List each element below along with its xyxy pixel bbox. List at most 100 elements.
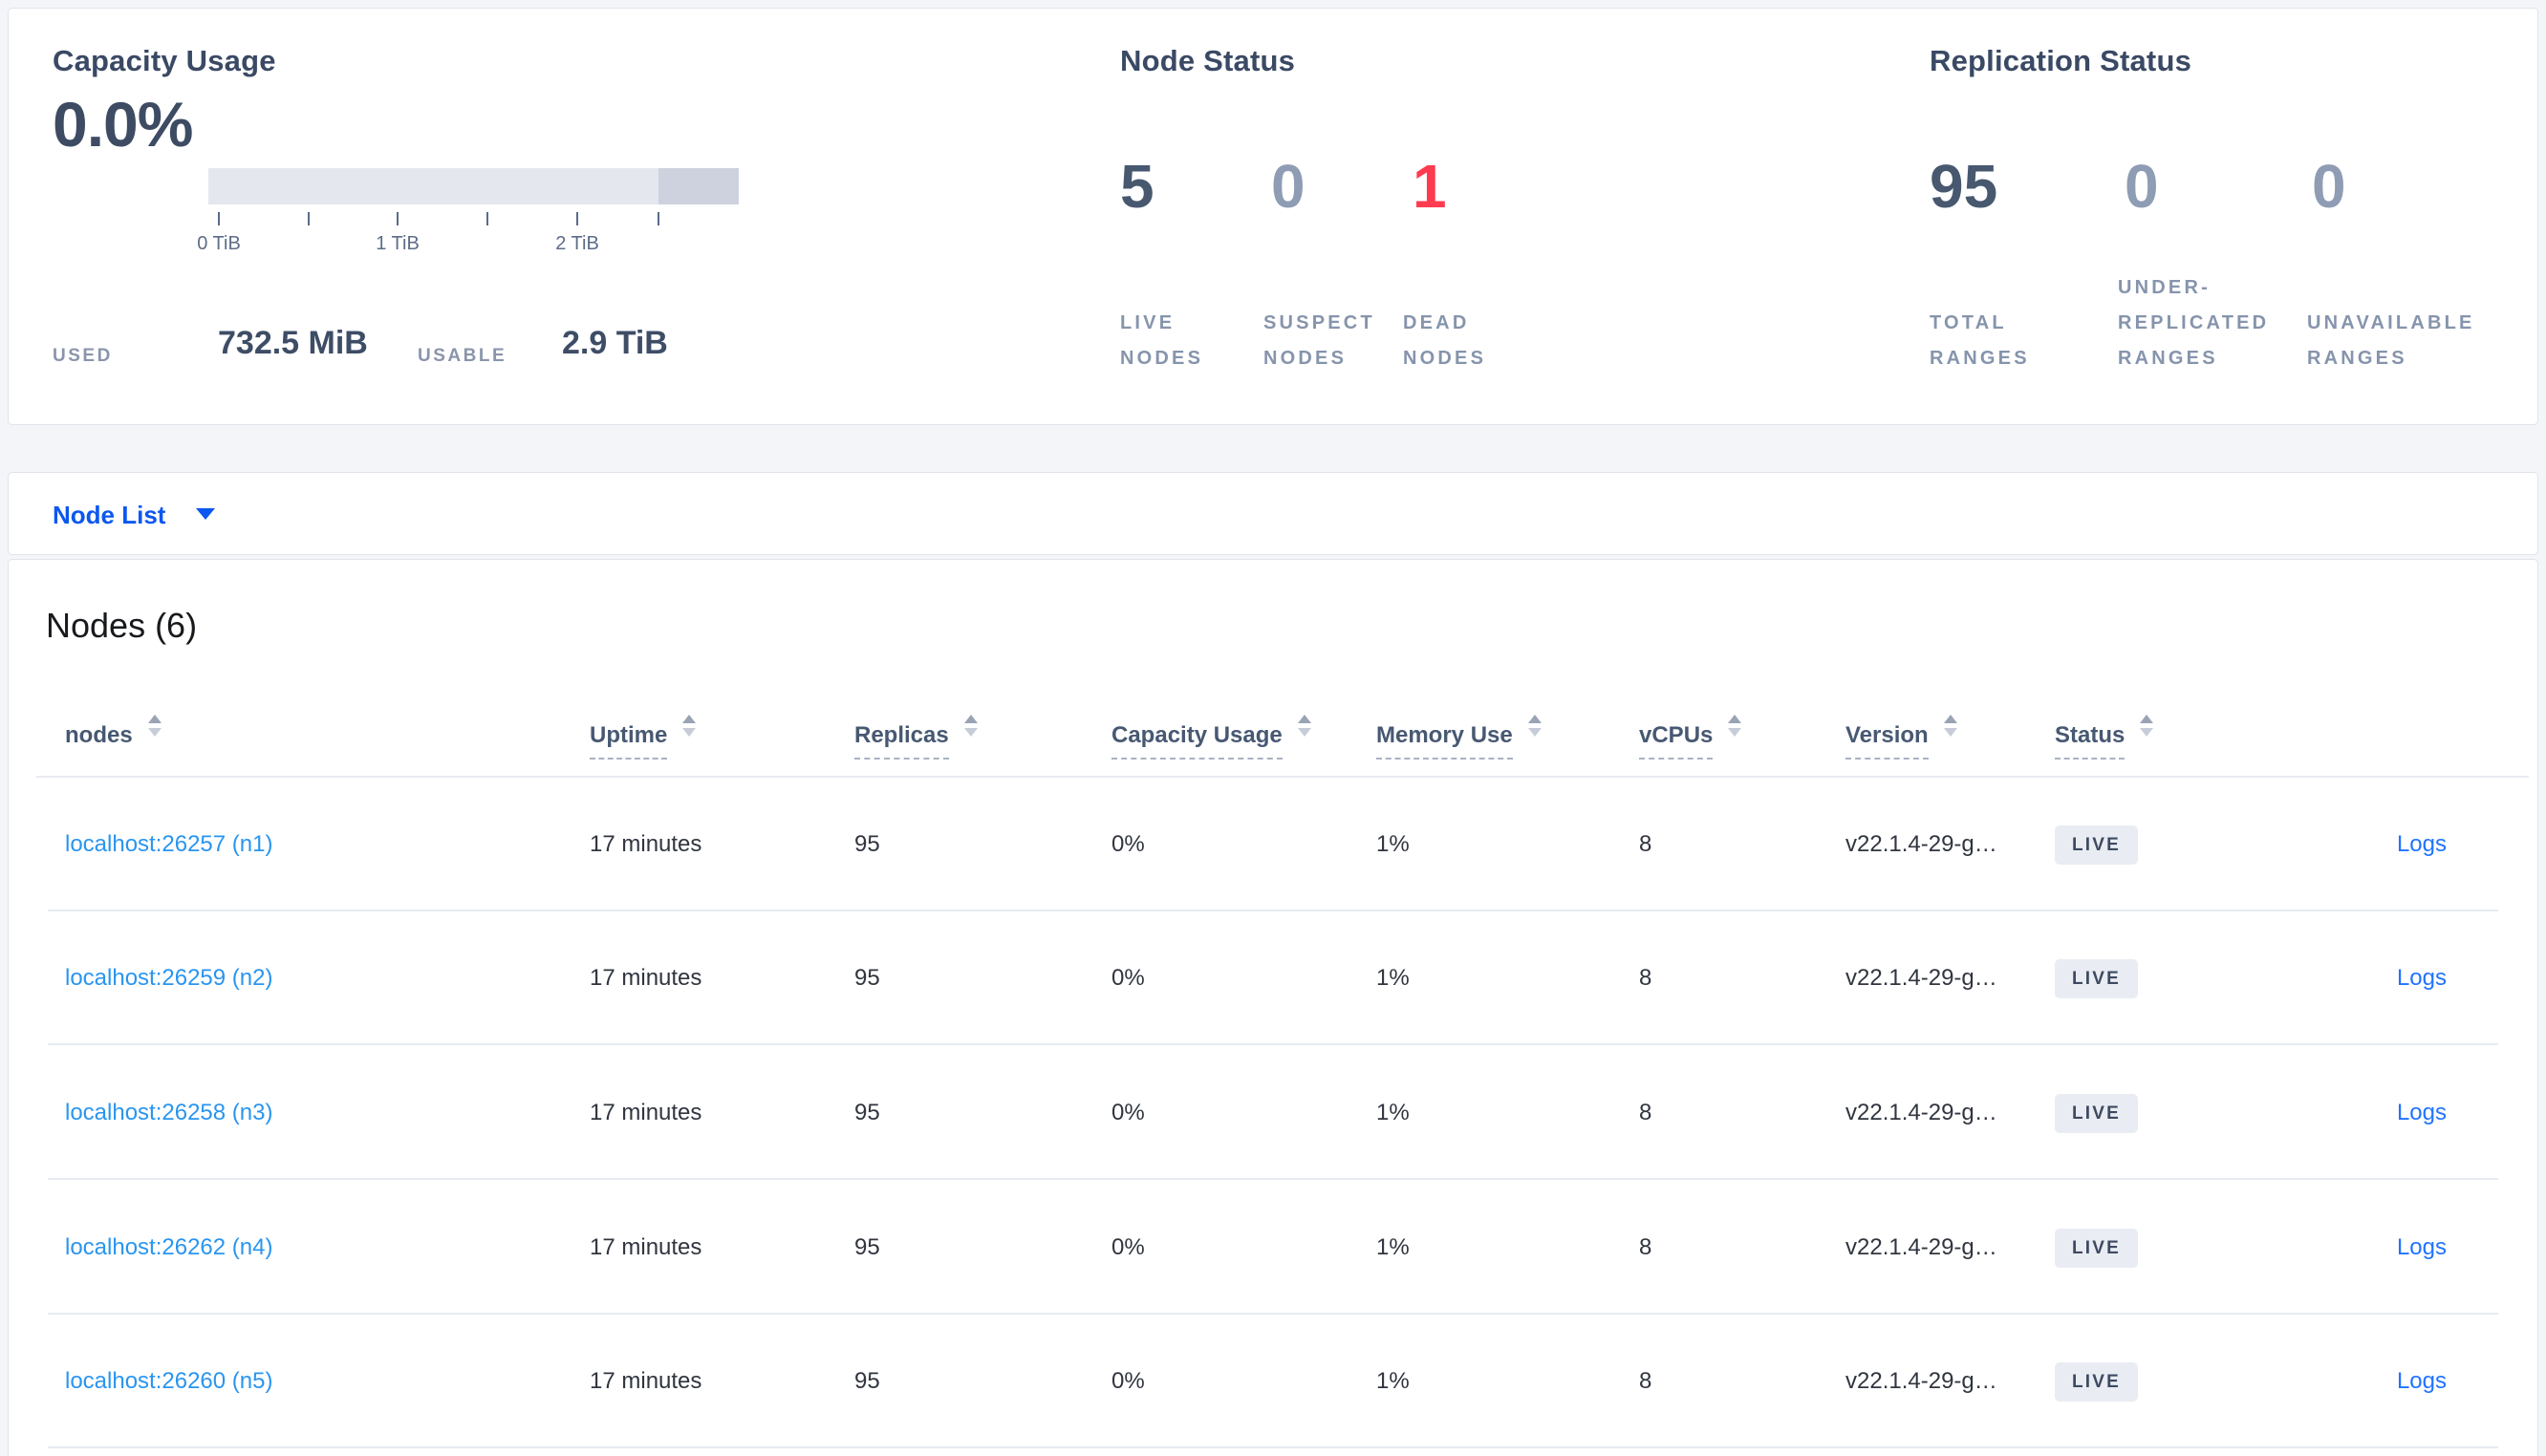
usable-label: USABLE — [418, 346, 507, 366]
replicas-cell: 95 — [854, 1368, 880, 1394]
suspect-nodes-count: 0 — [1271, 152, 1305, 221]
column-header-version[interactable]: Version — [1845, 715, 1957, 760]
capacity-usage-cell: 0% — [1111, 1234, 1145, 1260]
dead-nodes-count: 1 — [1413, 152, 1447, 221]
node-address-link[interactable]: localhost:26258 (n3) — [65, 1100, 273, 1125]
nodes-table-panel — [8, 559, 2538, 1456]
sort-icon[interactable] — [2140, 715, 2154, 737]
axis-tick — [218, 212, 220, 225]
memory-use-cell: 1% — [1376, 831, 1410, 857]
vcpus-cell: 8 — [1639, 1368, 1652, 1394]
logs-link[interactable]: Logs — [2396, 1234, 2447, 1260]
under-replicated-ranges-count: 0 — [2125, 152, 2159, 221]
sort-icon[interactable] — [1728, 715, 1742, 737]
memory-use-cell: 1% — [1376, 965, 1410, 991]
sort-icon[interactable] — [1297, 715, 1311, 737]
uptime-cell: 17 minutes — [590, 1368, 702, 1394]
node-address-link[interactable]: localhost:26259 (n2) — [65, 965, 273, 991]
logs-link[interactable]: Logs — [2396, 1100, 2447, 1125]
column-header-replicas[interactable]: Replicas — [854, 715, 978, 760]
node-list-dropdown-label: Node List — [53, 501, 166, 529]
capacity-usage-cell: 0% — [1111, 965, 1145, 991]
status-badge: LIVE — [2055, 911, 2139, 1045]
column-header-nodes[interactable]: nodes — [65, 715, 162, 749]
capacity-percent: 0.0% — [53, 89, 193, 160]
sort-icon[interactable] — [1527, 715, 1542, 737]
used-value: 732.5 MiB — [218, 325, 368, 361]
replication-status-title: Replication Status — [1930, 44, 2192, 77]
total-ranges-count: 95 — [1930, 152, 1998, 221]
node-list-dropdown[interactable]: Node List — [53, 501, 165, 530]
version-cell: v22.1.4-29-g… — [1845, 1368, 1997, 1394]
table-row: localhost:26258 (n3) 17 minutes 95 0% 1%… — [48, 1046, 2498, 1180]
sort-icon[interactable] — [963, 715, 978, 737]
memory-use-cell: 1% — [1376, 1368, 1410, 1394]
replicas-cell: 95 — [854, 1100, 880, 1125]
axis-tick — [397, 212, 399, 225]
uptime-cell: 17 minutes — [590, 965, 702, 991]
node-address-link[interactable]: localhost:26260 (n5) — [65, 1368, 273, 1394]
node-address-link[interactable]: localhost:26257 (n1) — [65, 831, 273, 857]
sort-icon[interactable] — [1943, 715, 1957, 737]
table-row: localhost:26259 (n2) 17 minutes 95 0% 1%… — [48, 911, 2498, 1045]
nodes-table-title: Nodes (6) — [46, 606, 198, 645]
axis-tick — [308, 212, 310, 225]
axis-tick — [576, 212, 578, 225]
used-label: USED — [53, 346, 113, 366]
node-address-link[interactable]: localhost:26262 (n4) — [65, 1234, 273, 1260]
logs-link[interactable]: Logs — [2396, 1368, 2447, 1394]
uptime-cell: 17 minutes — [590, 1234, 702, 1260]
unavailable-ranges-count: 0 — [2312, 152, 2346, 221]
vcpus-cell: 8 — [1639, 965, 1652, 991]
node-status-title: Node Status — [1120, 44, 1296, 77]
sort-icon[interactable] — [682, 715, 697, 737]
suspect-nodes-label: SUSPECT NODES — [1263, 312, 1375, 369]
memory-use-cell: 1% — [1376, 1234, 1410, 1260]
axis-tick — [486, 212, 488, 225]
status-badge: LIVE — [2055, 1046, 2139, 1180]
column-header-capacity-usage[interactable]: Capacity Usage — [1111, 715, 1311, 760]
logs-link[interactable]: Logs — [2396, 831, 2447, 857]
column-header-status[interactable]: Status — [2055, 715, 2154, 760]
total-ranges-label: TOTAL RANGES — [1930, 312, 2030, 369]
axis-tick-label: 0 TiB — [197, 233, 241, 254]
status-badge: LIVE — [2055, 778, 2139, 911]
column-header-uptime[interactable]: Uptime — [590, 715, 697, 760]
table-row: localhost:26257 (n1) 17 minutes 95 0% 1%… — [48, 778, 2498, 911]
chevron-down-icon[interactable] — [196, 508, 215, 520]
capacity-usage-cell: 0% — [1111, 1368, 1145, 1394]
version-cell: v22.1.4-29-g… — [1845, 965, 1997, 991]
sort-icon[interactable] — [147, 715, 162, 737]
capacity-usage-title: Capacity Usage — [53, 44, 276, 77]
cluster-summary-panel — [8, 8, 2538, 425]
capacity-usage-cell: 0% — [1111, 831, 1145, 857]
divider — [36, 776, 2529, 778]
live-nodes-label: LIVE NODES — [1120, 312, 1204, 369]
replicas-cell: 95 — [854, 965, 880, 991]
column-header-memory-use[interactable]: Memory Use — [1376, 715, 1542, 760]
column-header-label: Memory Use — [1376, 722, 1513, 760]
version-cell: v22.1.4-29-g… — [1845, 1234, 1997, 1260]
dead-nodes-label: DEAD NODES — [1403, 312, 1487, 369]
version-cell: v22.1.4-29-g… — [1845, 1100, 1997, 1125]
axis-tick-label: 1 TiB — [376, 233, 420, 254]
column-header-label: Replicas — [854, 722, 949, 760]
column-header-label: nodes — [65, 722, 133, 748]
capacity-bar — [208, 168, 739, 204]
column-header-label: vCPUs — [1639, 722, 1714, 760]
column-header-vcpus[interactable]: vCPUs — [1639, 715, 1742, 760]
version-cell: v22.1.4-29-g… — [1845, 831, 1997, 857]
unavailable-ranges-label: UNAVAILABLE RANGES — [2307, 312, 2475, 369]
column-header-label: Capacity Usage — [1111, 722, 1283, 760]
column-header-label: Uptime — [590, 722, 668, 760]
vcpus-cell: 8 — [1639, 831, 1652, 857]
vcpus-cell: 8 — [1639, 1234, 1652, 1260]
logs-link[interactable]: Logs — [2396, 965, 2447, 991]
replicas-cell: 95 — [854, 1234, 880, 1260]
axis-tick — [658, 212, 659, 225]
column-header-label: Version — [1845, 722, 1929, 760]
capacity-usage-cell: 0% — [1111, 1100, 1145, 1125]
capacity-bar-unusable-segment — [658, 168, 739, 204]
table-row: localhost:26262 (n4) 17 minutes 95 0% 1%… — [48, 1181, 2498, 1315]
status-badge: LIVE — [2055, 1315, 2139, 1448]
